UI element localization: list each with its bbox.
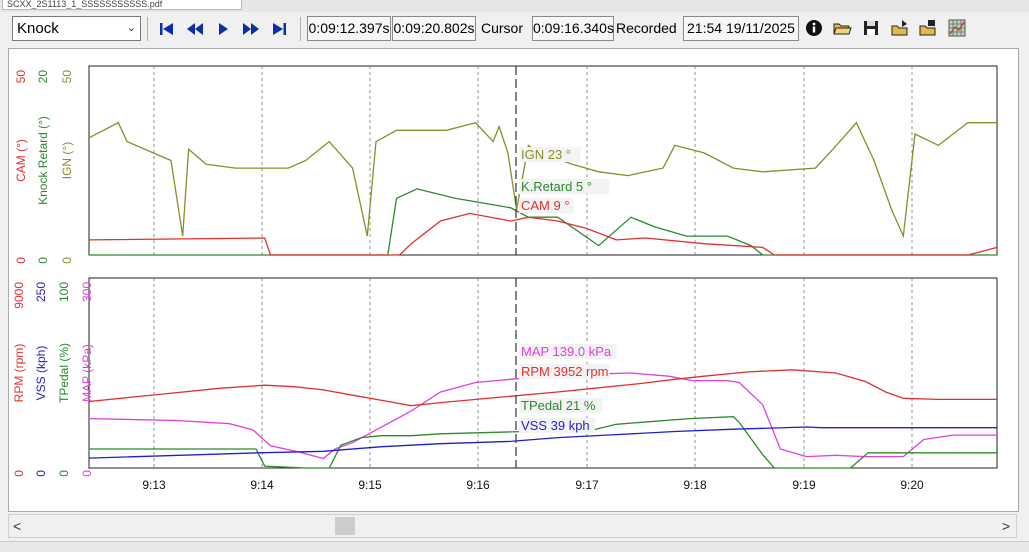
x-tick-label: 9:16 [466,478,490,492]
axis-min-label: 0 [60,257,74,264]
chart-canvas[interactable]: CAM (°) 50 0 Knock Retard (°) 20 0 IGN (°) 50 0 I… [9,49,1018,511]
axis-label: MAP (kPa) [80,344,94,402]
cursor-label-bg [519,344,617,359]
grid-icon[interactable] [947,18,967,38]
series-line-vss [88,426,997,459]
axis-min-label: 0 [34,470,48,477]
series-line-map [88,372,997,460]
cursor-label-bg [519,364,610,379]
x-tick-label: 9:19 [792,478,816,492]
axis-max-label: 20 [36,70,50,84]
axis-label: Knock Retard (°) [36,116,50,205]
cursor-label-bg [519,198,574,213]
play-icon[interactable] [212,18,234,40]
cursor-label-bg [519,147,581,162]
document-tab[interactable]: SCXX_2S1113_1_SSSSSSSSSSS.pdf [2,0,242,10]
axis-max-label: 50 [14,70,28,84]
status-strip [0,541,1029,552]
import-icon[interactable] [918,18,938,38]
cursor-label: K.Retard 5 ° [521,179,592,194]
plot-frame [88,65,998,256]
end-time-field[interactable]: 0:09:20.802s [392,16,476,41]
cursor-label-bg [519,398,603,413]
save-icon[interactable] [861,18,881,38]
x-tick-label: 9:14 [250,478,274,492]
axis-max-label: 100 [57,282,71,302]
skip-last-icon[interactable] [268,18,290,40]
cursor-label: TPedal 21 % [521,398,596,413]
cursor-label-bg [519,179,610,194]
step-back-icon[interactable] [184,18,206,40]
plot-frame [88,277,998,469]
series-line-knock-retard [89,188,997,256]
start-time-field[interactable]: 0:09:12.397s [307,16,391,41]
axis-max-label: 50 [60,70,74,84]
axis-label: IGN (°) [60,142,74,179]
cursor-label: RPM 3952 rpm [521,364,608,379]
right-edge [1019,48,1029,510]
x-tick-label: 9:18 [683,478,707,492]
axis-max-label: 250 [34,282,48,302]
series-line-cam [88,212,998,256]
axis-min-label: 0 [36,257,50,264]
cursor-label: IGN 23 ° [521,147,571,162]
open-folder-icon[interactable] [832,18,852,38]
axis-label: VSS (kph) [34,346,48,401]
step-forward-icon[interactable] [240,18,262,40]
axis-min-label: 0 [14,257,28,264]
scroll-thumb[interactable] [335,517,355,535]
axis-max-label: 300 [80,282,94,302]
axis-label: CAM (°) [14,139,28,182]
cursor-label: VSS 39 kph [521,418,590,433]
x-tick-label: 9:20 [900,478,924,492]
axis-min-label: 0 [57,470,71,477]
horizontal-scrollbar[interactable]: < > [8,514,1017,538]
cursor-label: MAP 139.0 kPa [521,344,612,359]
toolbar-separator [300,17,301,41]
export-icon[interactable] [890,18,910,38]
document-tab-strip: SCXX_2S1113_1_SSSSSSSSSSS.pdf [0,0,1029,12]
x-tick-label: 9:17 [575,478,599,492]
axis-max-label: 9000 [12,282,26,309]
toolbar-separator [147,17,148,41]
axis-label: TPedal (%) [57,343,71,403]
chevron-down-icon: ⌄ [126,22,136,34]
cursor-label: Cursor [481,20,524,36]
x-tick-label: 9:15 [358,478,382,492]
channel-select-value: Knock [17,20,59,37]
toolbar: Knock ⌄ 0:09:12.397s 0:09:20.802s Cursor… [0,12,1029,46]
x-tick-label: 9:13 [142,478,166,492]
channel-select[interactable]: Knock ⌄ [12,16,141,41]
scroll-left-icon[interactable]: < [13,518,22,534]
axis-min-label: 0 [80,470,94,477]
recorded-value-field: 21:54 19/11/2025 [683,16,799,41]
axis-label: RPM (rpm) [12,344,26,403]
scroll-right-icon[interactable]: > [1001,518,1010,534]
cursor-label-bg [519,418,595,433]
axis-min-label: 0 [12,470,26,477]
recorded-label: Recorded [616,20,677,36]
skip-first-icon[interactable] [156,18,178,40]
cursor-time-field[interactable]: 0:09:16.340s [532,16,614,41]
series-line-rpm [88,369,997,407]
chart-panel[interactable]: CAM (°) 50 0 Knock Retard (°) 20 0 IGN (°) 50 0 I… [8,48,1019,512]
cursor-label: CAM 9 ° [521,198,570,213]
info-icon[interactable] [804,18,824,38]
